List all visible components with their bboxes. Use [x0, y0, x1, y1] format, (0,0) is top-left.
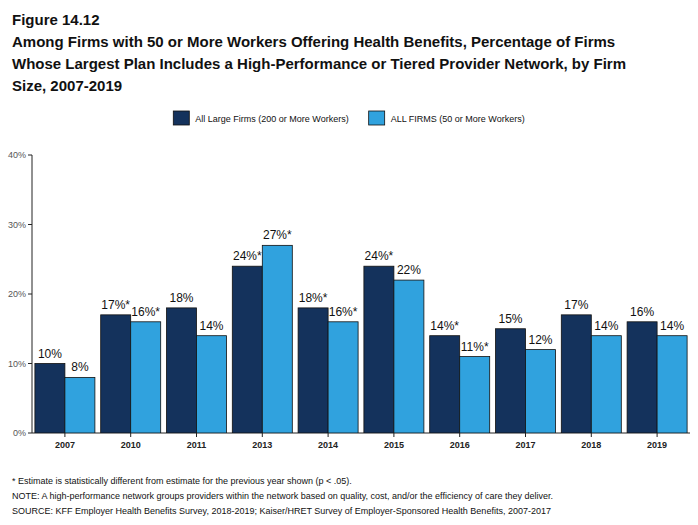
data-label: 14%* [430, 319, 459, 333]
x-tick-label: 2019 [647, 440, 667, 450]
data-label: 14% [199, 319, 223, 333]
x-tick [393, 433, 394, 437]
x-tick [591, 433, 592, 437]
y-tick-label: 40% [8, 150, 26, 160]
x-tick [262, 433, 263, 437]
bar [430, 336, 460, 433]
bar [262, 245, 292, 433]
bar [131, 322, 161, 433]
x-tick [525, 433, 526, 437]
legend-label: ALL FIRMS (50 or More Workers) [391, 114, 525, 124]
bar [65, 377, 95, 433]
bar [167, 308, 197, 433]
data-label: 17% [564, 298, 588, 312]
data-label: 27%* [263, 228, 292, 242]
x-tick [64, 433, 65, 437]
data-label: 18%* [299, 291, 328, 305]
data-label: 16% [630, 305, 654, 319]
data-label: 12% [528, 333, 552, 347]
x-tick-label: 2011 [187, 440, 207, 450]
data-label: 18% [169, 291, 193, 305]
data-label: 22% [397, 263, 421, 277]
x-tick [657, 433, 658, 437]
x-tick-label: 2017 [515, 440, 535, 450]
bar [364, 266, 394, 433]
x-tick-label: 2015 [384, 440, 404, 450]
data-label: 11%* [461, 340, 489, 354]
bar [627, 322, 657, 433]
bar [460, 357, 490, 433]
annotation: * Estimate is statistically different fr… [12, 474, 692, 489]
y-tick-label: 30% [8, 220, 26, 230]
data-label: 24%* [233, 249, 262, 263]
y-tick-label: 20% [8, 289, 26, 299]
bar [35, 364, 65, 434]
bar [232, 266, 262, 433]
x-tick [459, 433, 460, 437]
x-tick [130, 433, 131, 437]
data-labels: 10% 17%* 18% 24%* 18%* 24%* 14%* 15% 17% 16% 8% 16%… [38, 228, 685, 374]
x-tick [328, 433, 329, 437]
bar [298, 308, 328, 433]
data-label: 16%* [131, 305, 160, 319]
bar [591, 336, 621, 433]
y-tick [28, 363, 32, 364]
annotation: SOURCE: KFF Employer Health Benefits Sur… [12, 504, 692, 519]
bars [35, 245, 687, 433]
x-tick-label: 2018 [581, 440, 601, 450]
y-tick-label: 0% [13, 428, 26, 438]
data-label: 15% [498, 312, 522, 326]
data-label: 8% [71, 360, 89, 374]
data-label: 14% [660, 319, 684, 333]
x-tick-label: 2016 [450, 440, 470, 450]
y-tick [28, 294, 32, 295]
x-tick-label: 2007 [55, 440, 75, 450]
y-tick [28, 155, 32, 156]
legend-swatch [173, 111, 189, 125]
legend-swatch [369, 111, 385, 125]
data-label: 17%* [101, 298, 130, 312]
x-tick-label: 2010 [121, 440, 141, 450]
bar [101, 315, 131, 433]
title: Figure 14.12 [12, 9, 662, 31]
bar [394, 280, 424, 433]
data-label: 24%* [365, 249, 394, 263]
x-tick [196, 433, 197, 437]
bar [328, 322, 358, 433]
bar [526, 350, 556, 433]
title-box: Figure 14.12Among Firms with 50 or More … [12, 9, 662, 97]
data-label: 14% [594, 319, 618, 333]
data-label: 16%* [329, 305, 358, 319]
legend: All Large Firms (200 or More Workers) ALL… [173, 111, 524, 125]
bar [561, 315, 591, 433]
chart: 0% 10% 20% 30% 40% 2007 2010 2011 2013 2014 2015 20… [0, 0, 698, 525]
notes-box: * Estimate is statistically different fr… [12, 474, 692, 519]
x-tick-label: 2013 [252, 440, 272, 450]
subtitle: Among Firms with 50 or More Workers Offe… [12, 31, 662, 97]
bar [496, 329, 526, 433]
y-tick [28, 224, 32, 225]
y-tick-label: 10% [8, 359, 26, 369]
bar [657, 336, 687, 433]
x-tick-label: 2014 [318, 440, 338, 450]
data-label: 10% [38, 347, 62, 361]
bar [197, 336, 227, 433]
y-tick [28, 433, 32, 434]
annotation: NOTE: A high-performance network groups … [12, 489, 692, 504]
legend-label: All Large Firms (200 or More Workers) [195, 114, 348, 124]
